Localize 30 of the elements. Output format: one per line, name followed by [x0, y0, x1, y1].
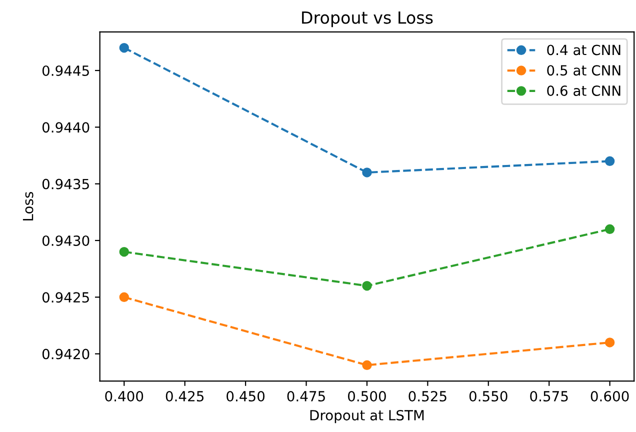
point — [119, 42, 129, 53]
point — [362, 168, 372, 178]
y-tick-label: 0.9425 — [42, 292, 89, 303]
y-tick-label: 0.9440 — [42, 122, 90, 133]
x-axis-title: Dropout at LSTM — [310, 410, 424, 424]
point — [604, 156, 615, 166]
x-tick-label: 0.600 — [590, 390, 629, 402]
y-tick-label: 0.9435 — [42, 178, 89, 190]
x-tick-label: 0.550 — [469, 390, 508, 402]
x-tick-label: 0.500 — [348, 390, 386, 402]
x-tick-label: 0.475 — [287, 390, 325, 402]
point — [362, 280, 372, 291]
x-tick-label: 0.525 — [408, 390, 446, 402]
y-tick-label: 0.9420 — [42, 348, 90, 360]
x-tick-label: 0.425 — [166, 390, 204, 402]
legend-label: 0.5 at CNN — [547, 65, 620, 76]
x-tick-label: 0.575 — [530, 390, 568, 402]
y-tick-label: 0.9445 — [42, 65, 89, 76]
point — [119, 246, 129, 257]
y-axis-title: Loss — [22, 192, 34, 220]
point — [119, 292, 129, 302]
y-tick-label: 0.9430 — [42, 235, 90, 246]
chart-title: Dropout vs Loss — [302, 11, 433, 28]
legend-label: 0.4 at CNN — [547, 44, 620, 56]
point — [604, 224, 615, 234]
legend-label: 0.6 at CNN — [547, 85, 620, 96]
point — [362, 360, 372, 370]
x-tick-label: 0.400 — [105, 390, 144, 402]
x-tick-label: 0.450 — [226, 390, 265, 402]
point — [604, 338, 615, 348]
